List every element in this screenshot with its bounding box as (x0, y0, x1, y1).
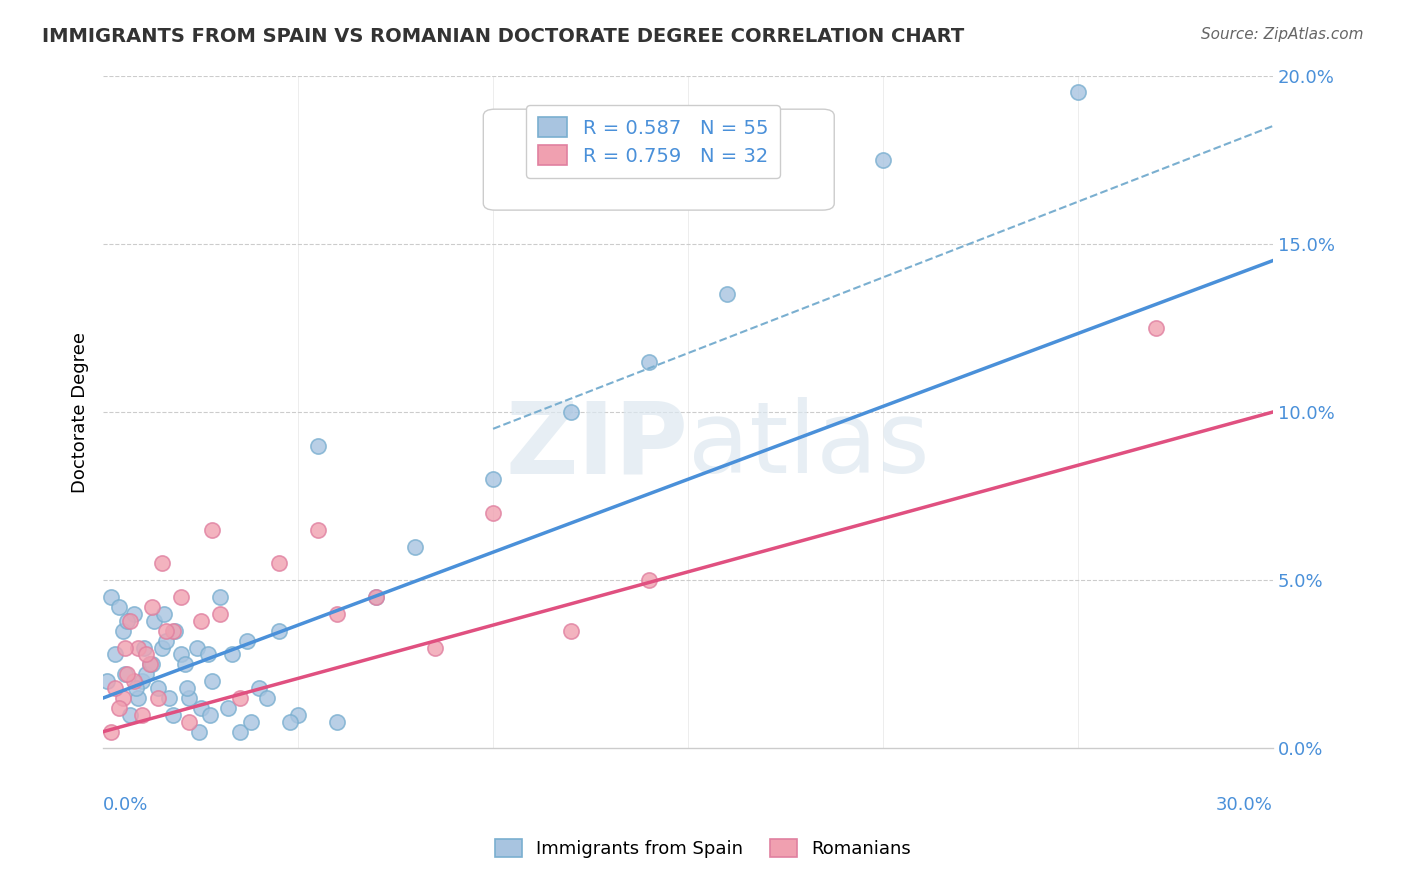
Point (638, 354, 661, 368)
Point (111, 624, 134, 638)
Text: ZIP: ZIP (505, 397, 688, 494)
Point (150, 557, 173, 571)
Text: 30.0%: 30.0% (1216, 796, 1272, 814)
Point (120, 614, 142, 628)
Point (124, 607, 146, 621)
Point (152, 607, 174, 621)
Point (217, 701, 239, 715)
Point (190, 701, 212, 715)
Point (560, 405, 582, 419)
Point (107, 701, 129, 715)
Point (716, 287, 738, 301)
Point (150, 640, 173, 655)
Point (240, 714, 263, 729)
Point (326, 714, 349, 729)
Point (267, 557, 290, 571)
Point (326, 607, 349, 621)
Point (142, 614, 165, 628)
Point (162, 707, 184, 722)
Point (177, 691, 200, 706)
Point (560, 624, 582, 638)
Text: Source: ZipAtlas.com: Source: ZipAtlas.com (1201, 27, 1364, 42)
Point (197, 647, 219, 661)
Point (1067, 86, 1090, 100)
Legend: R = 0.587   N = 55, R = 0.759   N = 32: R = 0.587 N = 55, R = 0.759 N = 32 (526, 105, 780, 178)
Point (201, 674, 224, 689)
Point (187, 724, 209, 739)
Point (146, 681, 169, 695)
Point (190, 614, 212, 628)
Point (423, 640, 446, 655)
Point (228, 724, 250, 739)
Point (186, 640, 208, 655)
Point (115, 614, 138, 628)
Point (872, 153, 894, 167)
Point (287, 707, 309, 722)
Point (174, 657, 197, 672)
Point (247, 681, 270, 695)
Point (96, 674, 118, 689)
Point (100, 724, 122, 739)
Point (404, 540, 426, 554)
Point (146, 691, 169, 706)
Point (221, 647, 243, 661)
Text: 0.0%: 0.0% (103, 796, 149, 814)
Point (131, 674, 153, 689)
Point (307, 439, 329, 453)
Point (209, 590, 232, 604)
FancyBboxPatch shape (484, 109, 834, 211)
Point (141, 657, 163, 672)
Legend: Immigrants from Spain, Romanians: Immigrants from Spain, Romanians (488, 831, 918, 865)
Point (482, 472, 505, 486)
Point (176, 681, 198, 695)
Point (100, 590, 122, 604)
Point (120, 707, 142, 722)
Point (135, 667, 157, 681)
Point (170, 590, 193, 604)
Point (307, 523, 329, 537)
Point (114, 667, 136, 681)
Point (364, 590, 387, 604)
Point (132, 640, 155, 655)
Text: atlas: atlas (688, 397, 929, 494)
Point (139, 657, 162, 672)
Point (236, 633, 259, 648)
Point (364, 590, 387, 604)
Y-axis label: Doctorate Degree: Doctorate Degree (72, 332, 89, 492)
Point (114, 640, 136, 655)
Point (482, 506, 505, 520)
Point (127, 691, 149, 706)
Point (155, 633, 177, 648)
Point (177, 714, 200, 729)
Point (201, 523, 224, 537)
Point (155, 624, 177, 638)
Point (141, 600, 163, 615)
Point (157, 691, 180, 706)
Point (638, 573, 661, 587)
Point (111, 691, 134, 706)
Point (162, 624, 184, 638)
Point (131, 707, 153, 722)
Point (139, 657, 162, 672)
Point (267, 624, 290, 638)
Point (135, 647, 157, 661)
Point (200, 707, 222, 722)
Point (1144, 321, 1167, 335)
Point (115, 667, 138, 681)
Point (104, 647, 127, 661)
Point (107, 600, 129, 615)
Point (127, 640, 149, 655)
Point (209, 607, 232, 621)
Point (228, 691, 250, 706)
Text: IMMIGRANTS FROM SPAIN VS ROMANIAN DOCTORATE DEGREE CORRELATION CHART: IMMIGRANTS FROM SPAIN VS ROMANIAN DOCTOR… (42, 27, 965, 45)
Point (165, 624, 187, 638)
Point (256, 691, 278, 706)
Point (125, 681, 148, 695)
Point (104, 681, 127, 695)
Point (278, 714, 301, 729)
Point (170, 647, 193, 661)
Point (124, 674, 146, 689)
